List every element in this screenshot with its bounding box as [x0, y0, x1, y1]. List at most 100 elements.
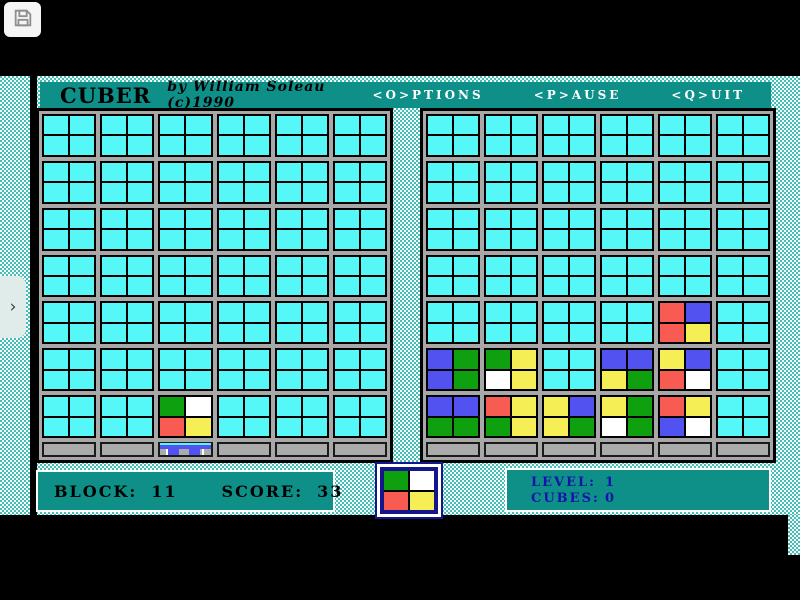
cube-cell [44, 370, 69, 390]
cube-cell [454, 323, 478, 343]
cell-block [216, 207, 271, 251]
cube-cell [570, 370, 594, 390]
cube-cell [128, 323, 153, 343]
cube-cell [628, 370, 652, 390]
cube-cell [660, 209, 684, 229]
cube-cell [44, 183, 69, 202]
cell-block [600, 254, 654, 298]
cube-cell [360, 136, 385, 155]
floor-segment [716, 442, 770, 457]
cube-cell [186, 256, 211, 275]
menu-options[interactable]: <O>PTIONS [372, 88, 484, 102]
cube-cell [44, 276, 69, 296]
cube-cell [628, 183, 652, 202]
cube-cell [512, 116, 536, 135]
cube-cell [276, 136, 301, 155]
cube-cell [718, 370, 742, 390]
cube-cell [628, 162, 652, 182]
cube-cell [218, 230, 243, 249]
cube-cell [244, 183, 269, 202]
cell-block [426, 207, 480, 251]
cell-block [332, 301, 387, 345]
cube-cell [102, 370, 127, 390]
menu-quit[interactable]: <Q>UIT [671, 88, 745, 102]
cube-cell [302, 350, 327, 369]
cube-cell [360, 350, 385, 369]
cube-cell [544, 183, 568, 202]
cube-cell [454, 276, 478, 296]
cell-block [332, 395, 387, 438]
cube-cell [428, 256, 452, 275]
cube-cell [744, 417, 768, 436]
cube-cell [244, 397, 269, 416]
cube-cell [686, 136, 710, 155]
chevron-right-icon: › [9, 297, 17, 317]
cube-cell [512, 303, 536, 322]
menu-pause[interactable]: <P>AUSE [533, 88, 622, 102]
side-panel-tab[interactable]: › [0, 276, 26, 338]
cube-cell [454, 230, 478, 249]
cube-cell [570, 209, 594, 229]
cell-block [600, 160, 654, 204]
cube-cell [428, 230, 452, 249]
cube-cell [334, 230, 359, 249]
cube-cell [660, 417, 684, 436]
cube-cell [360, 256, 385, 275]
cube-cell [160, 256, 185, 275]
cell-block [484, 114, 538, 157]
cell-block [716, 254, 770, 298]
cell-block [542, 395, 596, 438]
cell-block [600, 348, 654, 392]
cube-cell [512, 276, 536, 296]
cell-block [100, 395, 155, 438]
cube-cell [512, 370, 536, 390]
cube-cell [660, 183, 684, 202]
cube-cell [128, 417, 153, 436]
cube-cell [360, 116, 385, 135]
cell-block [100, 207, 155, 251]
cube-cell [44, 397, 69, 416]
cube-cell [70, 183, 95, 202]
cube-cell [334, 209, 359, 229]
cube-cell [486, 136, 510, 155]
cube-cell [744, 116, 768, 135]
cell-block [426, 160, 480, 204]
cube-cell [276, 183, 301, 202]
cell-block [716, 114, 770, 157]
cell-block [716, 348, 770, 392]
cell-block [216, 254, 271, 298]
cube-cell [218, 116, 243, 135]
left-separator [30, 76, 37, 515]
cube-cell [718, 276, 742, 296]
cube-cell [544, 136, 568, 155]
cube-cell [544, 230, 568, 249]
cube-cell [718, 397, 742, 416]
cube-cell [334, 370, 359, 390]
cube-cell [486, 256, 510, 275]
score-label: SCORE: [221, 481, 304, 501]
cube-cell [602, 417, 626, 436]
cube-cell [244, 417, 269, 436]
cube-cell [244, 116, 269, 135]
cube-cell [160, 209, 185, 229]
cube-cell [102, 303, 127, 322]
cube-cell [454, 256, 478, 275]
cubes-value: 0 [605, 491, 617, 506]
cube-cell [512, 209, 536, 229]
right-play-grid [420, 108, 776, 463]
cube-cell [244, 323, 269, 343]
cube-cell [744, 397, 768, 416]
cube-cell [686, 323, 710, 343]
save-button[interactable] [4, 2, 41, 37]
cube-cell [128, 209, 153, 229]
cube-cell [512, 256, 536, 275]
cube-cell [570, 116, 594, 135]
cube-cell [512, 397, 536, 416]
cube-cell [44, 303, 69, 322]
cube-cell [70, 276, 95, 296]
cube-cell [218, 303, 243, 322]
cube-cell [512, 136, 536, 155]
cube-cell [628, 397, 652, 416]
cell-block [332, 348, 387, 392]
cube-cell [544, 303, 568, 322]
